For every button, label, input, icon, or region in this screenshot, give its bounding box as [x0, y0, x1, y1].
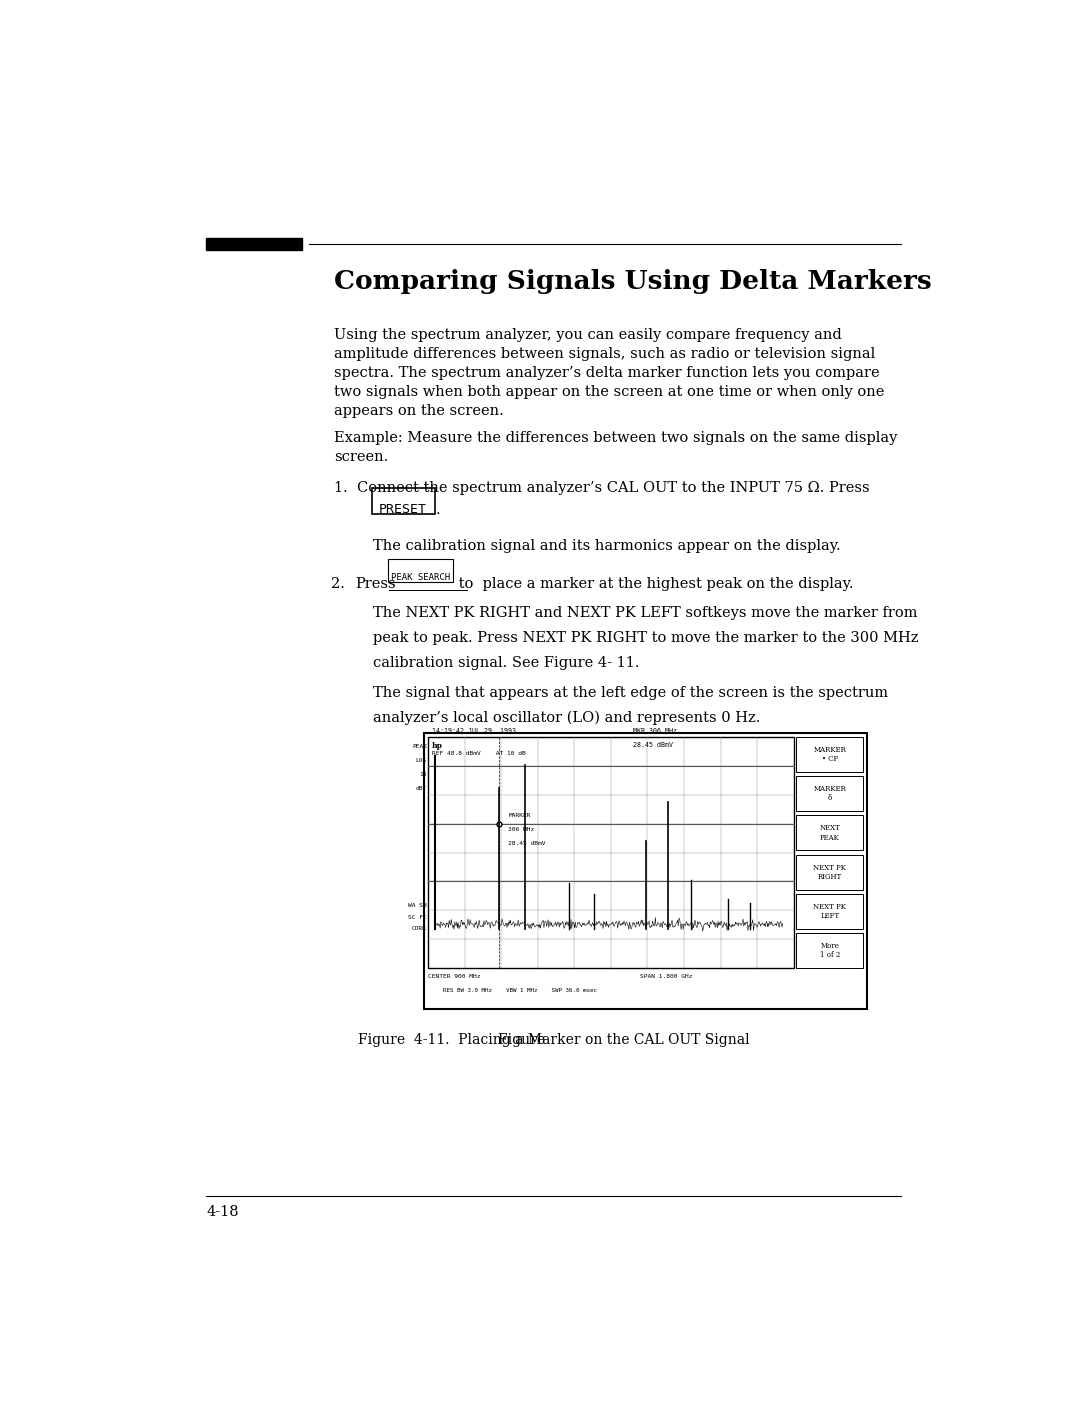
Text: Press: Press	[355, 577, 395, 590]
Text: 14:19:42 JUL 29, 1993: 14:19:42 JUL 29, 1993	[432, 728, 515, 734]
Bar	[796, 894, 863, 929]
Text: The signal that appears at the left edge of the screen is the spectrum: The signal that appears at the left edge…	[373, 686, 888, 700]
Text: MARKER
δ: MARKER δ	[813, 786, 846, 803]
Text: NEXT
PEAK: NEXT PEAK	[820, 824, 840, 842]
Text: SPAN 1.800 GHz: SPAN 1.800 GHz	[640, 974, 692, 980]
Text: dB/: dB/	[416, 786, 427, 790]
Text: Using the spectrum analyzer, you can easily compare frequency and
amplitude diff: Using the spectrum analyzer, you can eas…	[334, 328, 885, 418]
Bar	[796, 776, 863, 811]
Bar	[796, 815, 863, 850]
Text: PRESET: PRESET	[379, 503, 427, 515]
Bar	[206, 238, 302, 249]
Text: PEAK: PEAK	[413, 743, 427, 749]
Text: LOG: LOG	[416, 758, 427, 763]
Text: MARKER: MARKER	[509, 814, 531, 818]
Text: The NEXT PK RIGHT and NEXT PK LEFT softkeys move the marker from: The NEXT PK RIGHT and NEXT PK LEFT softk…	[373, 605, 917, 620]
Text: 28.45 dBmV: 28.45 dBmV	[509, 841, 545, 846]
Text: The calibration signal and its harmonics appear on the display.: The calibration signal and its harmonics…	[373, 539, 840, 553]
Text: 306 MHz: 306 MHz	[509, 826, 535, 832]
Text: Comparing Signals Using Delta Markers: Comparing Signals Using Delta Markers	[334, 269, 932, 294]
FancyBboxPatch shape	[372, 489, 434, 514]
Text: NEXT PK
LEFT: NEXT PK LEFT	[813, 903, 847, 919]
Text: NEXT PK
RIGHT: NEXT PK RIGHT	[813, 863, 847, 881]
Text: MKR 306 MHz: MKR 306 MHz	[633, 728, 677, 734]
Text: 1.  Connect the spectrum analyzer’s CAL OUT to the INPUT 75 Ω. Press: 1. Connect the spectrum analyzer’s CAL O…	[334, 482, 869, 496]
Text: Figure  ​4‑​11.  Placing a Marker on the CAL OUT Signal: Figure ​4‑​11. Placing a Marker on the C…	[357, 1033, 750, 1048]
Text: calibration signal. See Figure 4- 11.: calibration signal. See Figure 4- 11.	[373, 656, 639, 670]
Text: 2.: 2.	[330, 577, 345, 590]
Bar	[796, 736, 863, 772]
Text: REF 48.8 dBmV    AT 10 dB: REF 48.8 dBmV AT 10 dB	[432, 750, 525, 756]
Bar	[428, 736, 794, 967]
Text: analyzer’s local oscillator (LO) and represents 0 Hz.: analyzer’s local oscillator (LO) and rep…	[373, 711, 760, 725]
Text: PEAK SEARCH: PEAK SEARCH	[391, 573, 450, 583]
Text: to  place a marker at the highest peak on the display.: to place a marker at the highest peak on…	[454, 577, 853, 590]
FancyBboxPatch shape	[388, 559, 454, 582]
Text: RES BW 3.0 MHz    VBW 1 MHz    SWP 36.0 msec: RES BW 3.0 MHz VBW 1 MHz SWP 36.0 msec	[443, 987, 596, 993]
Text: 4-18: 4-18	[206, 1205, 239, 1219]
Bar	[423, 732, 867, 1010]
Text: 10: 10	[420, 772, 427, 777]
Text: CORR: CORR	[413, 926, 427, 932]
Text: SC FC: SC FC	[408, 915, 427, 919]
Text: CENTER 900 MHz: CENTER 900 MHz	[428, 974, 481, 980]
Text: MARKER
• CF: MARKER • CF	[813, 746, 846, 763]
Text: WA SB: WA SB	[408, 904, 427, 908]
Text: 28.45 dBmV: 28.45 dBmV	[633, 742, 673, 748]
Text: More
1 of 2: More 1 of 2	[820, 942, 840, 959]
Text: hp: hp	[432, 742, 443, 749]
Text: Example: Measure the differences between two signals on the same display
screen.: Example: Measure the differences between…	[334, 431, 897, 465]
Text: Figure: Figure	[498, 1033, 554, 1048]
Bar	[796, 934, 863, 967]
Text: peak to peak. Press NEXT PK RIGHT to move the marker to the 300 MHz: peak to peak. Press NEXT PK RIGHT to mov…	[373, 631, 918, 645]
Bar	[796, 855, 863, 890]
Text: .: .	[435, 503, 441, 517]
